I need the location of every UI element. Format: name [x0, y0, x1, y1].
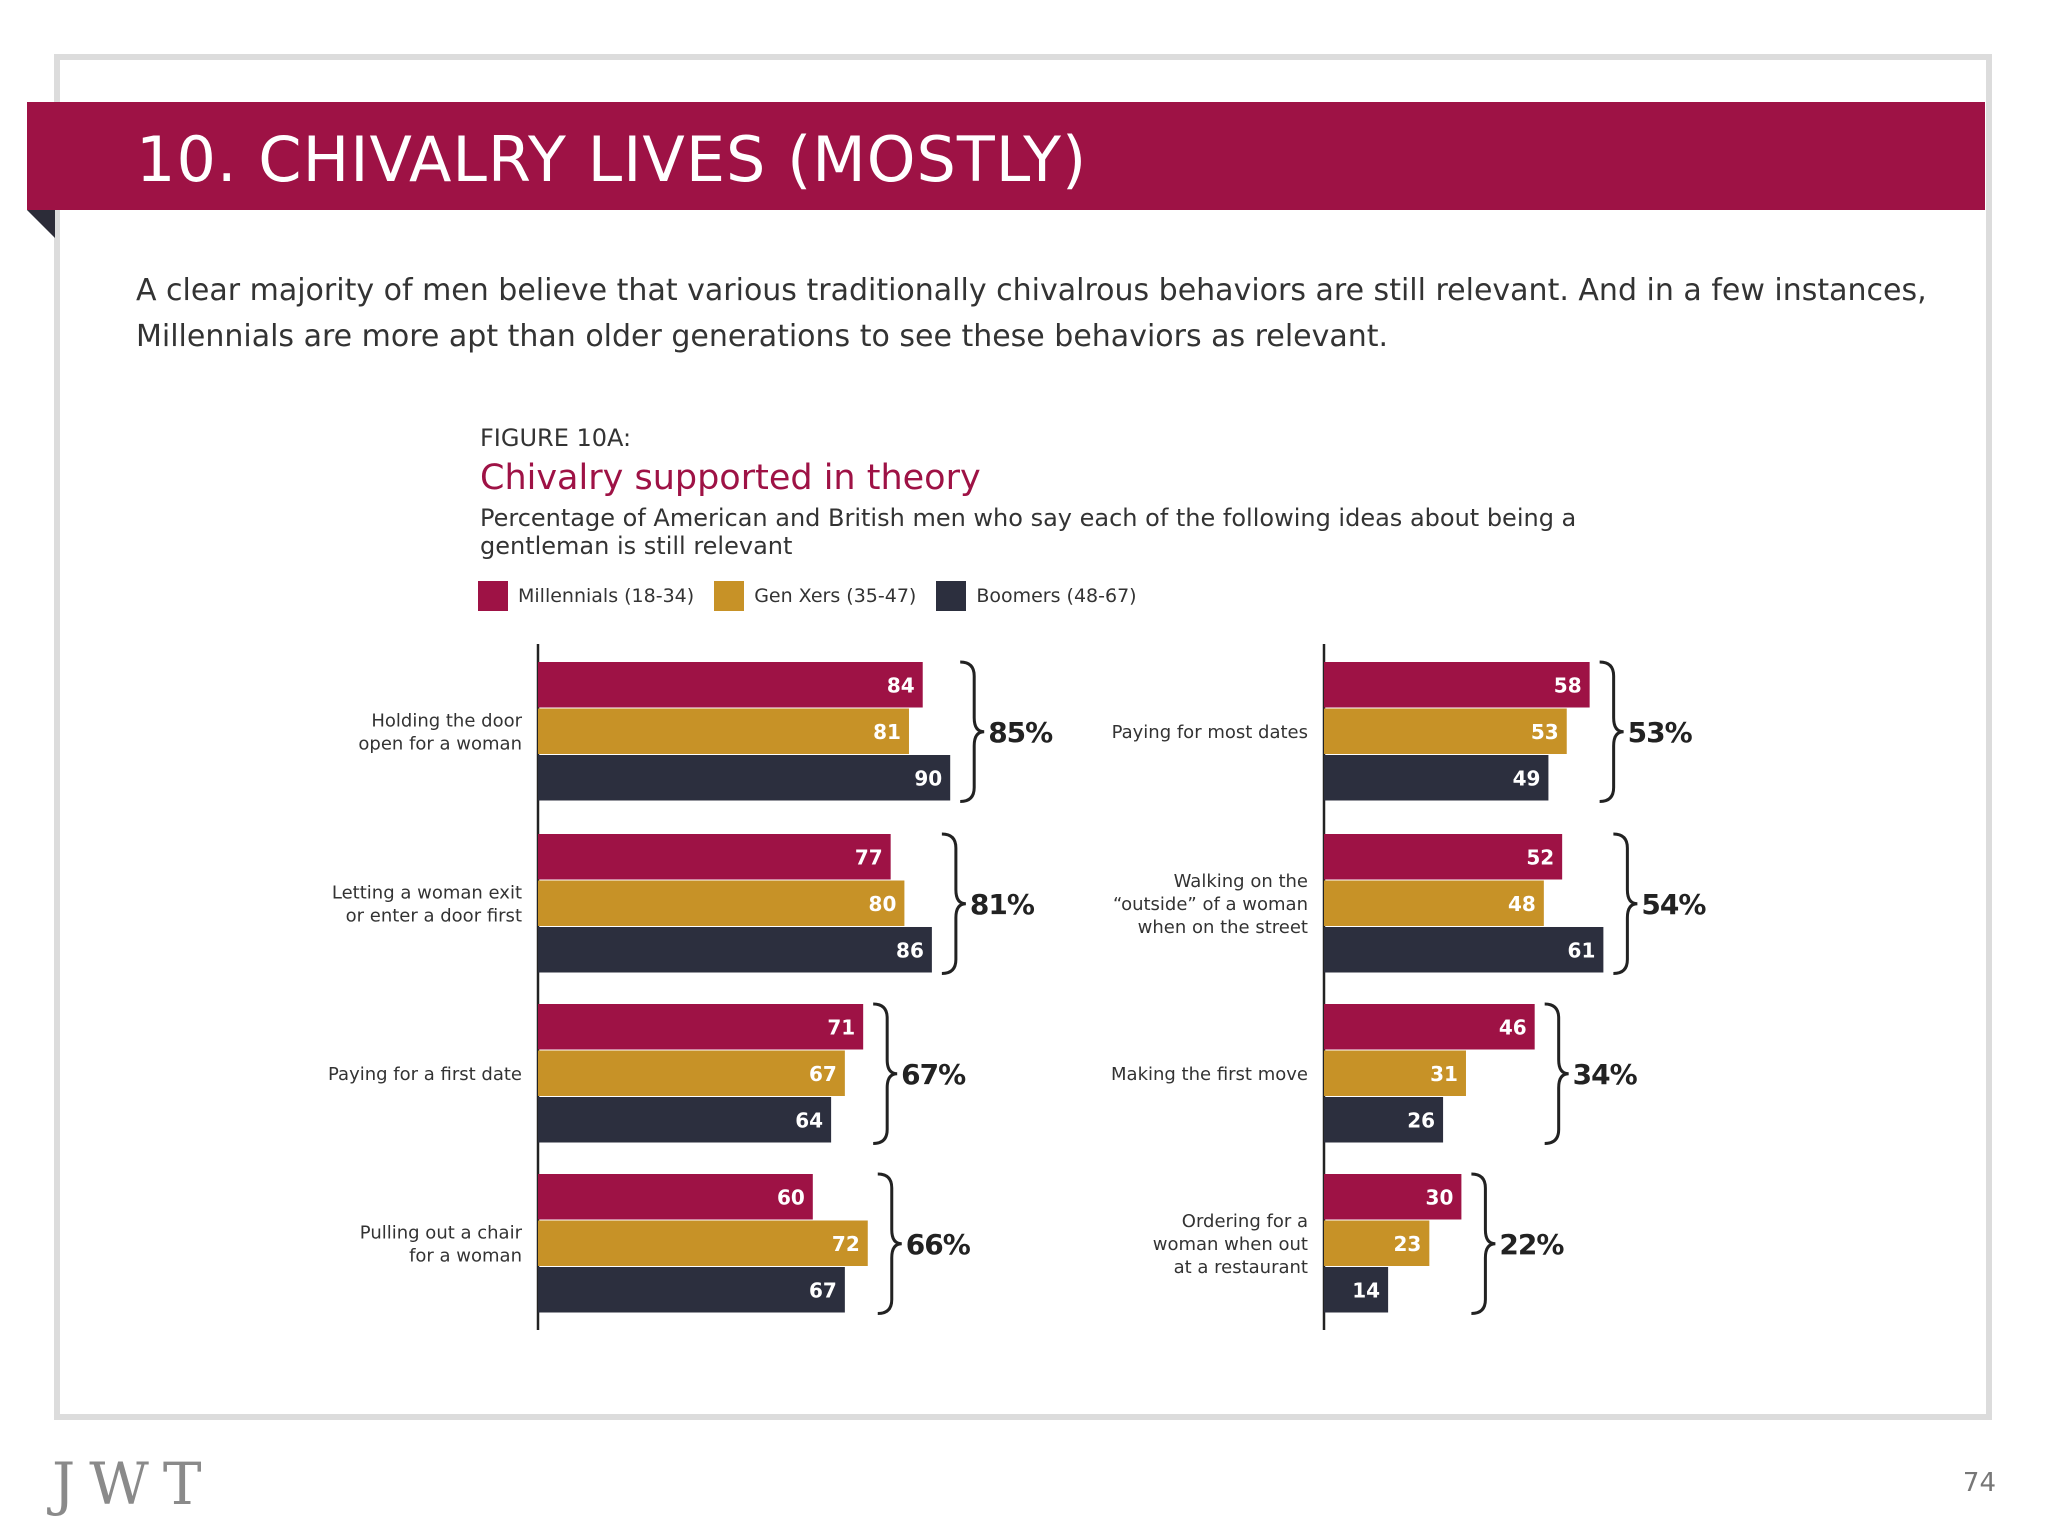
legend-swatch-millennials [478, 581, 508, 611]
category-label: Paying for most dates [1112, 722, 1308, 743]
legend-item-genx: Gen Xers (35-47) [714, 581, 916, 611]
figure-title: Chivalry supported in theory [480, 458, 981, 498]
bar-value-label: 30 [1426, 1185, 1454, 1209]
legend-swatch-genx [714, 581, 745, 611]
jwt-logo: JWT [52, 1450, 216, 1518]
group-brace [1613, 832, 1638, 975]
bar-boomers [1324, 1267, 1389, 1313]
bar-value-label: 14 [1352, 1278, 1380, 1302]
group-brace [1599, 660, 1624, 803]
category-label: Walking on the “outside” of a woman when o… [1113, 871, 1308, 938]
legend-item-millennials: Millennials (18-34) [478, 581, 694, 611]
group-total-label: 66% [906, 1228, 971, 1261]
bar-value-label: 84 [887, 673, 915, 697]
bar-value-label: 67 [809, 1062, 837, 1086]
group-brace [1544, 1002, 1569, 1145]
bar-value-label: 52 [1526, 845, 1554, 869]
category-label: Holding the door open for a woman [358, 710, 522, 754]
figure-label: FIGURE 10A: [480, 424, 632, 452]
group-brace [1471, 1172, 1496, 1315]
group-total-label: 81% [970, 888, 1035, 921]
bar-value-label: 53 [1531, 720, 1559, 744]
bar-boomers [538, 755, 951, 801]
bar-millennials [538, 1174, 813, 1220]
bar-value-label: 48 [1508, 892, 1536, 916]
page-number: 74 [1962, 1468, 1996, 1498]
group-brace [877, 1172, 902, 1315]
bar-genx [538, 708, 909, 754]
legend-label-millennials: Millennials (18-34) [518, 585, 695, 607]
bar-genx [1324, 1050, 1466, 1096]
bar-millennials [1324, 662, 1590, 708]
bar-millennials [1324, 1174, 1462, 1220]
bar-value-label: 26 [1407, 1108, 1435, 1132]
bar-value-label: 90 [914, 766, 942, 790]
figure-subtitle: Percentage of American and British men w… [480, 504, 1577, 560]
legend-swatch-boomers [936, 581, 967, 611]
category-label: Letting a woman exit or enter a door firs… [332, 882, 522, 926]
bar-millennials [1324, 834, 1563, 880]
bar-genx [1324, 880, 1544, 926]
bar-value-label: 60 [777, 1185, 805, 1209]
legend-label-boomers: Boomers (48-67) [976, 585, 1137, 607]
chart-legend: Millennials (18-34) Gen Xers (35-47) Boo… [478, 580, 1157, 612]
bar-genx [538, 1220, 868, 1266]
intro-text: A clear majority of men believe that var… [136, 273, 1927, 354]
bar-genx [1324, 708, 1567, 754]
bar-value-label: 46 [1499, 1015, 1527, 1039]
bar-boomers [1324, 1097, 1444, 1143]
group-brace [941, 832, 967, 975]
group-total-label: 22% [1499, 1228, 1564, 1261]
bar-value-label: 86 [896, 938, 924, 962]
bar-value-label: 81 [873, 720, 901, 744]
bar-millennials [538, 1004, 864, 1050]
bar-value-label: 58 [1554, 673, 1582, 697]
banner-fold [27, 210, 55, 238]
category-label: Ordering for a woman when out at a restaur… [1153, 1211, 1308, 1278]
group-total-label: 67% [901, 1058, 966, 1091]
bar-value-label: 71 [827, 1015, 855, 1039]
group-total-label: 85% [988, 716, 1053, 749]
bar-genx [1324, 1220, 1430, 1266]
bar-genx [538, 1050, 845, 1096]
bar-boomers [538, 1097, 832, 1143]
group-brace [960, 660, 985, 803]
bar-value-label: 31 [1430, 1062, 1458, 1086]
group-total-label: 34% [1573, 1058, 1638, 1091]
bar-value-label: 80 [869, 892, 897, 916]
bar-boomers [1324, 755, 1549, 801]
title-banner [27, 102, 1985, 210]
bar-value-label: 49 [1513, 766, 1541, 790]
category-label: Pulling out a chair for a woman [360, 1222, 523, 1266]
legend-label-genx: Gen Xers (35-47) [754, 585, 917, 607]
bar-millennials [538, 834, 891, 880]
bar-value-label: 64 [795, 1108, 823, 1132]
bar-value-label: 72 [832, 1232, 860, 1256]
bar-millennials [538, 662, 923, 708]
bar-value-label: 77 [855, 845, 883, 869]
group-total-label: 53% [1628, 716, 1693, 749]
slide-title: 10. CHIVALRY LIVES (MOSTLY) [136, 123, 1088, 196]
bar-value-label: 61 [1568, 938, 1596, 962]
bar-value-label: 67 [809, 1278, 837, 1302]
bar-boomers [1324, 927, 1604, 973]
bar-millennials [1324, 1004, 1535, 1050]
bar-genx [538, 880, 905, 926]
bar-boomers [538, 927, 932, 973]
bar-value-label: 23 [1393, 1232, 1421, 1256]
legend-item-boomers: Boomers (48-67) [936, 581, 1137, 611]
group-total-label: 54% [1641, 888, 1706, 921]
category-label: Paying for a first date [328, 1064, 522, 1085]
group-brace [873, 1002, 898, 1145]
category-label: Making the first move [1111, 1064, 1308, 1085]
slide-frame [54, 54, 1992, 1420]
bar-boomers [538, 1267, 845, 1313]
